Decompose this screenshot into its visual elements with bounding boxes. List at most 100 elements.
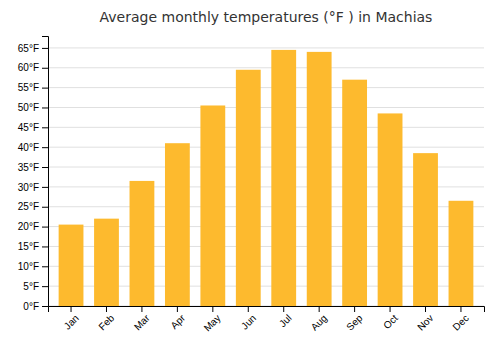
x-tick: Oct — [381, 306, 400, 331]
y-tick-mark — [42, 48, 48, 49]
x-tick-label: Oct — [381, 312, 400, 331]
y-tick-mark — [42, 68, 48, 69]
x-tick: Feb — [96, 306, 116, 332]
chart: 0°F 5°F 10°F 15°F 20°F 25°F 30°F 35°F 40°F 45°F 50… — [0, 0, 500, 350]
y-axis-line — [42, 37, 49, 307]
x-tick-label: Nov — [415, 312, 435, 332]
bar — [165, 143, 190, 306]
y-tick-mark — [42, 306, 48, 307]
x-tick: Dec — [450, 306, 470, 333]
bar — [130, 181, 155, 306]
y-tick-mark — [42, 246, 48, 247]
grid — [48, 48, 484, 306]
title: Average monthly temperatures (°F ) in Ma… — [100, 9, 433, 25]
y-tick: 20°F — [18, 221, 48, 232]
y-tick-label: 65°F — [18, 43, 39, 54]
y-tick: 35°F — [18, 162, 48, 173]
bar — [378, 113, 403, 306]
x-tick-label: Jun — [239, 312, 258, 331]
x-tick: Nov — [415, 306, 435, 333]
x-tick-label: Apr — [168, 312, 187, 331]
x-tick-mark — [283, 306, 284, 312]
y-tick: 25°F — [18, 201, 48, 212]
x-tick-label: May — [202, 312, 223, 333]
bar — [271, 50, 296, 306]
x-tick-mark — [71, 306, 72, 312]
grid-line — [48, 147, 484, 148]
grid-line — [48, 47, 484, 48]
bar — [342, 80, 367, 306]
y-tick: 40°F — [18, 142, 48, 153]
x-tick: Jun — [239, 306, 258, 332]
bar — [307, 52, 332, 306]
y-tick: 15°F — [18, 241, 48, 252]
x-tick-mark — [141, 306, 142, 312]
x-tick: Mar — [132, 306, 152, 332]
y-tick: 45°F — [18, 122, 48, 133]
y-tick: 0°F — [23, 301, 48, 312]
y-tick-mark — [42, 147, 48, 148]
x-tick: Jan — [62, 306, 81, 332]
y-tick-label: 30°F — [18, 182, 39, 193]
bar — [449, 201, 474, 306]
x-tick-mark — [390, 306, 391, 312]
y-tick: 5°F — [23, 281, 48, 292]
grid-line — [48, 67, 484, 68]
y-tick: 60°F — [18, 62, 48, 73]
y-tick-mark — [42, 187, 48, 188]
bar — [94, 219, 119, 306]
x-tick-mark — [354, 306, 355, 312]
x-tick-label: Dec — [450, 312, 470, 332]
y-tick-label: 40°F — [18, 142, 39, 153]
y-tick-label: 5°F — [23, 281, 39, 292]
y-tick: 65°F — [18, 43, 48, 54]
y-axis: 0°F 5°F 10°F 15°F 20°F 25°F 30°F 35°F 40°F 45°F 50… — [18, 37, 49, 312]
y-tick-label: 55°F — [18, 82, 39, 93]
x-tick: Jul — [277, 306, 294, 329]
x-tick-label: Jan — [62, 312, 81, 331]
x-tick-mark — [319, 306, 320, 312]
x-axis-line — [49, 307, 485, 313]
y-tick-label: 10°F — [18, 261, 39, 272]
x-tick: Aug — [309, 306, 329, 333]
bars — [59, 50, 474, 306]
y-tick-label: 20°F — [18, 221, 39, 232]
x-tick: May — [202, 306, 223, 334]
bar — [59, 225, 84, 306]
grid-line — [48, 107, 484, 108]
y-tick-label: 60°F — [18, 62, 39, 73]
x-tick-mark — [212, 306, 213, 312]
bar — [236, 70, 261, 306]
y-tick-label: 25°F — [18, 201, 39, 212]
plot: 0°F 5°F 10°F 15°F 20°F 25°F 30°F 35°F 40°F 45°F 50… — [18, 37, 485, 334]
x-tick: Sep — [344, 306, 365, 333]
y-tick-mark — [42, 167, 48, 168]
x-tick-label: Mar — [132, 312, 152, 332]
y-tick-label: 50°F — [18, 102, 39, 113]
y-tick-mark — [42, 107, 48, 108]
y-tick-mark — [42, 286, 48, 287]
y-tick: 50°F — [18, 102, 48, 113]
y-tick-mark — [42, 227, 48, 228]
x-tick-label: Jul — [277, 312, 294, 329]
y-tick: 10°F — [18, 261, 48, 272]
x-tick-mark — [106, 306, 107, 312]
bar — [200, 105, 225, 306]
y-tick: 55°F — [18, 82, 48, 93]
y-tick: 30°F — [18, 182, 48, 193]
x-axis: Jan Feb Mar Apr May Jun Jul Aug Sep Oct Nov Dec — [49, 306, 485, 334]
y-tick-label: 45°F — [18, 122, 39, 133]
y-tick-mark — [42, 127, 48, 128]
x-tick-mark — [425, 306, 426, 312]
x-tick: Apr — [168, 306, 187, 331]
y-tick-mark — [42, 88, 48, 89]
y-tick-label: 0°F — [23, 301, 39, 312]
x-tick-mark — [177, 306, 178, 312]
grid-line — [48, 127, 484, 128]
x-tick-label: Aug — [309, 312, 329, 332]
x-tick-mark — [248, 306, 249, 312]
y-tick-mark — [42, 266, 48, 267]
bar — [413, 153, 438, 306]
x-tick-mark — [460, 306, 461, 312]
y-tick-label: 15°F — [18, 241, 39, 252]
